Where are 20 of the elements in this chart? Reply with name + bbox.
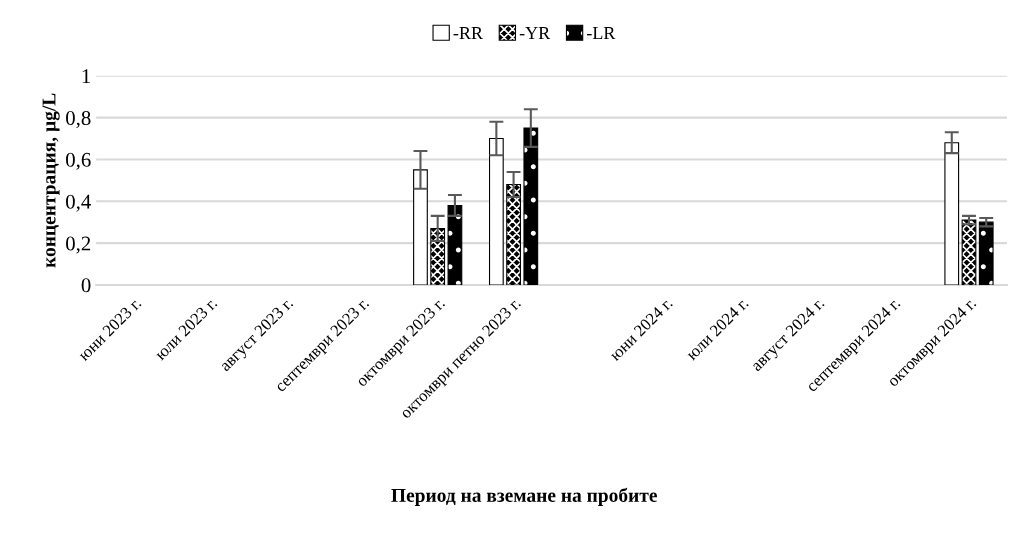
bar <box>430 227 446 285</box>
y-tick-label: 0,4 <box>66 194 91 212</box>
y-tick-label: 0 <box>81 278 91 293</box>
bar <box>961 219 977 285</box>
legend-label: -LR <box>586 27 616 39</box>
bar <box>523 127 539 285</box>
y-tick-label: 0,6 <box>66 152 91 170</box>
y-axis-title: концентрация, µg/L <box>42 93 60 268</box>
x-axis-title: Период на вземане на пробите <box>391 487 657 506</box>
bar <box>488 137 504 285</box>
y-tick-label: 0,2 <box>66 236 91 254</box>
y-tick-label: 0,8 <box>66 110 91 129</box>
bar <box>506 183 521 285</box>
bar <box>978 221 994 285</box>
legend-label: -YR <box>519 27 551 39</box>
bar <box>447 204 463 285</box>
bar <box>413 169 428 285</box>
bar <box>944 142 960 285</box>
legend-label: -RR <box>453 27 483 39</box>
y-tick-label: 1 <box>82 69 91 83</box>
